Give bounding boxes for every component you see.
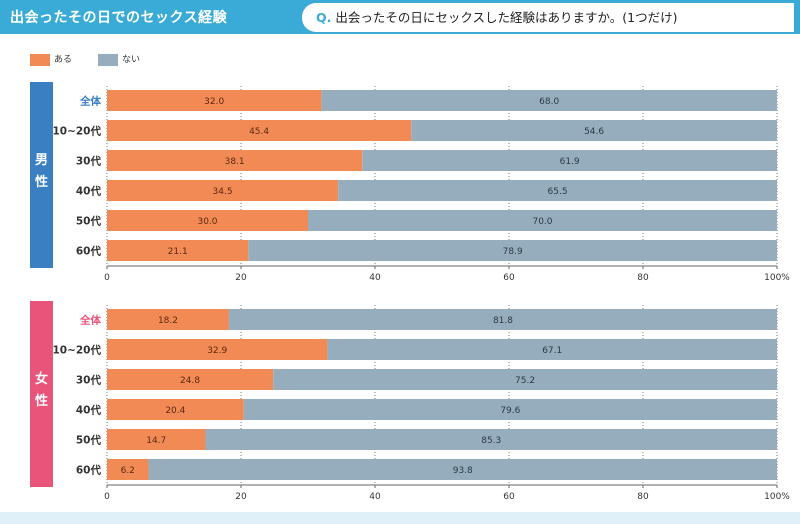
data-label-no: 75.2 [515,376,535,386]
x-tick-label: 60 [503,273,515,283]
data-label-yes: 34.5 [213,187,233,197]
bar-no [327,339,777,360]
data-label-no: 81.8 [493,316,513,326]
data-label-yes: 32.9 [207,346,227,356]
category-label: 40代 [76,185,102,198]
data-label-no: 54.6 [584,127,604,137]
data-label-yes: 24.8 [180,376,200,386]
category-label: 10~20代 [52,125,101,138]
bar-no [273,369,777,390]
bar-yes [107,339,328,360]
data-label-yes: 38.1 [225,157,245,167]
male-panel-label-box: 男性 [30,82,53,268]
bar-yes [107,180,339,201]
data-label-no: 85.3 [481,436,501,446]
bar-no [362,150,777,171]
data-label-no: 78.9 [503,247,523,257]
category-label: 50代 [76,215,102,228]
bar-no [308,210,777,231]
panel-char: 性 [34,394,48,409]
question-prefix: Q. [316,10,332,25]
x-tick-label: 60 [503,492,515,502]
bar-no [411,120,777,141]
data-label-yes: 18.2 [158,316,178,326]
bar-yes [107,459,149,480]
bar-no [148,459,778,480]
bar-yes [107,90,322,111]
data-label-yes: 32.0 [204,97,224,107]
x-tick-label: 0 [104,492,110,502]
x-tick-label: 100% [764,492,790,502]
question-box: Q. 出会ったその日にセックスした経験はありますか。(1つだけ) [302,3,794,32]
x-tick-label: 20 [235,492,247,502]
category-label: 全体 [79,314,101,327]
question-body: 出会ったその日にセックスした経験はありますか。(1つだけ) [335,10,678,25]
category-label: 30代 [76,374,102,387]
category-label: 40代 [76,404,102,417]
bar-no [243,399,777,420]
legend-item-yes: ある [30,53,72,67]
data-label-no: 67.1 [542,346,562,356]
data-label-yes: 20.4 [165,406,185,416]
legend-swatch-yes [30,53,50,66]
data-label-yes: 14.7 [146,436,166,446]
panel-char: 女 [34,372,48,387]
female-panel-label: 女性 [30,369,53,413]
bar-yes [107,309,229,330]
data-label-yes: 21.1 [168,247,188,257]
data-label-yes: 6.2 [121,466,135,476]
category-label: 60代 [76,464,102,477]
bar-yes [107,150,363,171]
category-label: 30代 [76,155,102,168]
panel-char: 性 [34,175,48,190]
legend-label-yes: ある [54,55,73,65]
bar-yes [107,369,274,390]
data-label-no: 70.0 [532,217,552,227]
bar-no [338,180,777,201]
male-panel-label: 男性 [30,150,53,194]
bottom-strip [0,512,800,524]
bar-yes [107,210,308,231]
x-tick-label: 20 [235,273,247,283]
legend-swatch-no [98,53,118,66]
data-label-yes: 30.0 [197,217,217,227]
category-label: 10~20代 [52,344,101,357]
data-label-no: 93.8 [453,466,473,476]
bar-no [228,309,777,330]
x-tick-label: 80 [637,273,649,283]
x-tick-label: 80 [637,492,649,502]
category-label: 全体 [79,95,101,108]
data-label-no: 65.5 [548,187,568,197]
bar-yes [107,429,206,450]
bar-no [205,429,778,450]
data-label-no: 68.0 [539,97,559,107]
panel-char: 男 [34,153,48,168]
category-label: 50代 [76,434,102,447]
bar-no [321,90,777,111]
x-tick-label: 40 [369,273,381,283]
x-tick-label: 100% [764,273,790,283]
female-panel-label-box: 女性 [30,301,53,487]
bar-yes [107,399,244,420]
data-label-no: 61.9 [560,157,580,167]
bar-yes [107,120,412,141]
x-tick-label: 40 [369,492,381,502]
data-label-no: 79.6 [500,406,520,416]
chart-title: 出会ったその日でのセックス経験 [10,10,228,26]
bar-no [248,240,777,261]
bar-yes [107,240,249,261]
x-tick-label: 0 [104,273,110,283]
header-bar: 出会ったその日でのセックス経験 Q. 出会ったその日にセックスした経験はありますか… [0,0,800,34]
question-text: Q. 出会ったその日にセックスした経験はありますか。(1つだけ) [316,7,677,29]
legend-item-no: ない [98,53,140,67]
data-label-yes: 45.4 [249,127,269,137]
category-label: 60代 [76,245,102,258]
legend-label-no: ない [122,55,141,65]
